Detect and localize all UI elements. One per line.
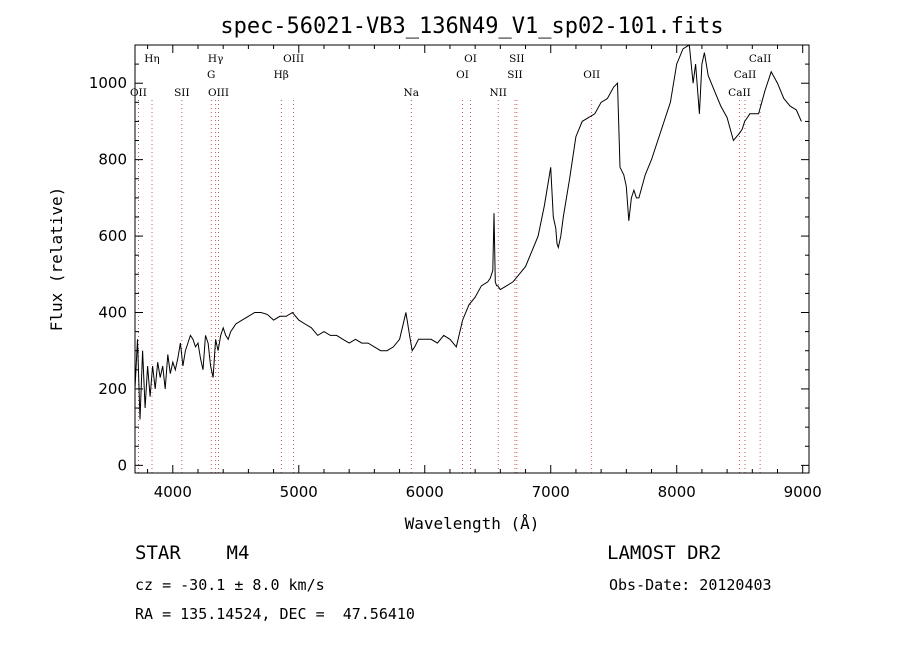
object-class-line: STAR M4: [135, 542, 249, 564]
plot-frame: [134, 44, 810, 474]
spectral-line-label: Hγ: [208, 53, 223, 65]
object-class: STAR: [135, 542, 181, 564]
coordinates: RA = 135.14524, DEC = 47.56410: [135, 605, 415, 623]
y-tick-label: 0: [117, 456, 127, 474]
spectral-line-label: OI: [456, 69, 469, 81]
spectral-line-label: G: [207, 69, 215, 81]
x-tick-label: 5000: [280, 483, 318, 501]
chart-title: spec-56021-VB3_136N49_V1_sp02-101.fits: [220, 14, 723, 39]
y-tick-label: 800: [98, 151, 127, 169]
spectral-line-label: OII: [130, 87, 147, 99]
spectral-line-label: CaII: [734, 69, 757, 81]
spectral-line-label: SII: [509, 53, 525, 65]
spectral-line-label: OIII: [283, 53, 304, 65]
spectral-line-label: OIII: [208, 87, 229, 99]
spectral-line-label: OI: [464, 53, 477, 65]
spectral-line-markers: [138, 100, 761, 473]
spectral-line-label: Hβ: [274, 69, 289, 81]
y-tick-label: 200: [98, 380, 127, 398]
spectral-line-label: CaII: [728, 87, 751, 99]
spectral-line-label: Hη: [144, 53, 159, 65]
observation-date: Obs-Date: 20120403: [609, 576, 772, 594]
x-tick-label: 6000: [406, 483, 444, 501]
object-subclass: M4: [226, 542, 250, 564]
x-tick-label: 4000: [154, 483, 192, 501]
spectral-line-label: NII: [489, 87, 506, 99]
y-tick-label: 400: [98, 304, 127, 322]
spectral-line-label: SII: [174, 87, 190, 99]
survey-name: LAMOST DR2: [607, 542, 722, 564]
x-tick-label: 7000: [532, 483, 570, 501]
x-axis-label: Wavelength (Å): [405, 514, 540, 533]
spectrum-series-line: [134, 44, 802, 420]
x-tick-label: 8000: [658, 483, 696, 501]
redshift-velocity: cz = -30.1 ± 8.0 km/s: [135, 576, 325, 594]
spectral-line-label: Na: [404, 87, 419, 99]
axis-ticks: 4000 5000 6000 7000 8000 9000 0 200 400 600 800 100…: [89, 45, 822, 501]
spectral-line-label: SII: [507, 69, 523, 81]
spectral-line-label: CaII: [749, 53, 772, 65]
y-tick-label: 600: [98, 227, 127, 245]
spectral-line-label: OII: [583, 69, 600, 81]
y-axis-label: Flux (relative): [47, 187, 66, 332]
x-tick-label: 9000: [784, 483, 822, 501]
y-tick-label: 1000: [89, 74, 127, 92]
